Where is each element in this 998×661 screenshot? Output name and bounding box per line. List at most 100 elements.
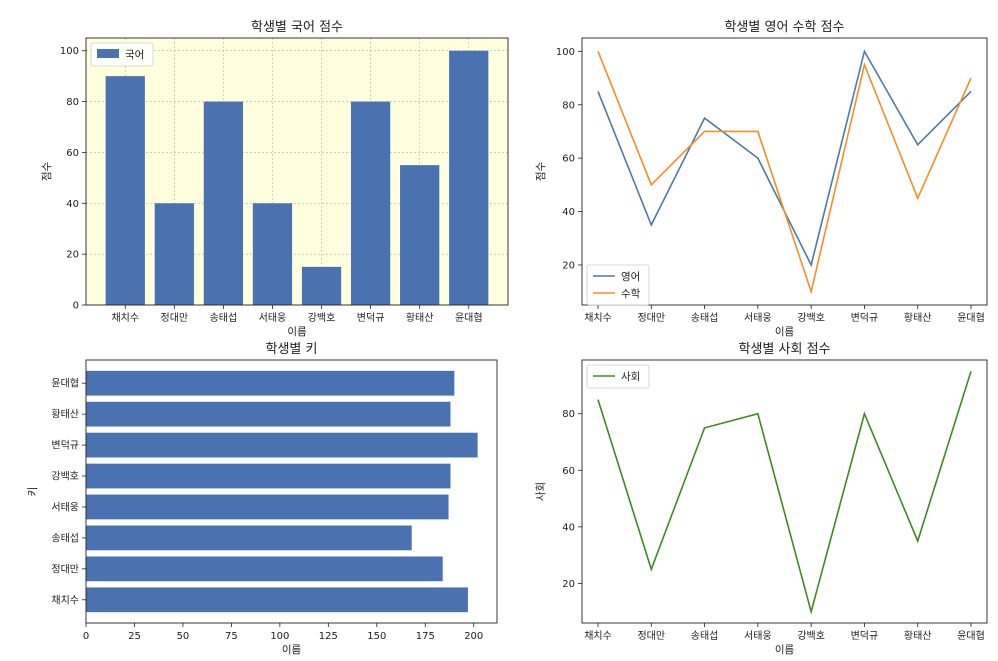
x-tick-label: 송태섭 bbox=[210, 312, 238, 324]
y-tick-label: 20 bbox=[562, 260, 575, 271]
x-tick-label: 변덕규 bbox=[357, 312, 385, 324]
y-tick-label: 60 bbox=[562, 154, 575, 165]
bar bbox=[203, 101, 244, 305]
x-tick-label: 황태산 bbox=[406, 312, 434, 324]
x-tick-label: 75 bbox=[225, 631, 238, 642]
x-tick-label: 정대만 bbox=[161, 312, 189, 324]
y-tick-label: 서태웅 bbox=[51, 501, 79, 513]
x-tick-label: 25 bbox=[128, 631, 141, 642]
y-tick-label: 80 bbox=[562, 409, 575, 420]
x-tick-label: 채치수 bbox=[584, 630, 612, 642]
legend-label: 사회 bbox=[621, 371, 640, 383]
x-tick-label: 채치수 bbox=[584, 312, 612, 324]
x-tick-label: 황태산 bbox=[904, 312, 932, 324]
y-axis-label: 점수 bbox=[41, 162, 53, 182]
x-tick-label: 0 bbox=[83, 631, 89, 642]
chart-english-math-scores: 20 40 60 80 100 채치수 정대만 송태섭 서태웅 강백호 변덕규 황태산 윤대협 학생별 영… bbox=[535, 20, 988, 338]
bar bbox=[350, 101, 391, 305]
x-tick-label: 150 bbox=[367, 631, 386, 642]
y-tick-label: 40 bbox=[562, 522, 575, 533]
x-axis-label: 이름 bbox=[775, 326, 795, 338]
y-tick-label: 변덕규 bbox=[51, 440, 79, 452]
y-tick-label: 40 bbox=[66, 199, 79, 210]
plot-frame bbox=[85, 359, 498, 624]
y-axis-label: 키 bbox=[27, 487, 39, 497]
y-tick-label: 40 bbox=[562, 207, 575, 218]
bar bbox=[400, 165, 440, 305]
y-tick-label: 100 bbox=[556, 47, 575, 58]
x-tick-label: 송태섭 bbox=[691, 312, 719, 324]
x-tick-label: 변덕규 bbox=[851, 312, 879, 324]
legend-label: 수학 bbox=[621, 288, 641, 300]
x-axis-label: 이름 bbox=[282, 644, 302, 656]
x-tick-label: 채치수 bbox=[111, 312, 139, 324]
chart-social-scores: 20 40 60 80 채치수 정대만 송태섭 서태웅 강백호 변덕규 황태산 윤대협 학생별 사회 점… bbox=[535, 342, 988, 656]
series-line bbox=[597, 51, 972, 295]
plot-frame bbox=[85, 37, 509, 306]
x-tick-label: 윤대협 bbox=[455, 311, 483, 324]
legend-frame bbox=[586, 264, 650, 306]
legend-swatch bbox=[97, 49, 119, 58]
bar bbox=[86, 494, 449, 520]
x-tick-label: 강백호 bbox=[308, 312, 336, 324]
y-tick-label: 채치수 bbox=[51, 594, 79, 606]
legend-label: 영어 bbox=[621, 271, 640, 283]
y-tick-label: 80 bbox=[66, 97, 79, 108]
legend-frame bbox=[586, 364, 650, 389]
x-tick-label: 정대만 bbox=[637, 312, 665, 324]
bar bbox=[86, 556, 443, 582]
x-tick-label: 50 bbox=[177, 631, 190, 642]
y-tick-label: 20 bbox=[66, 250, 79, 261]
y-tick-label: 송태섭 bbox=[51, 532, 79, 544]
x-tick-label: 강백호 bbox=[797, 312, 825, 324]
bar bbox=[86, 463, 451, 489]
y-axis-label: 점수 bbox=[535, 162, 547, 182]
bar bbox=[86, 370, 455, 396]
x-tick-label: 황태산 bbox=[904, 630, 932, 642]
x-tick-label: 200 bbox=[464, 631, 483, 642]
bar bbox=[105, 76, 145, 306]
y-tick-label: 60 bbox=[562, 466, 575, 477]
x-tick-label: 서태웅 bbox=[744, 630, 772, 642]
x-tick-label: 100 bbox=[270, 631, 289, 642]
chart-title: 학생별 국어 점수 bbox=[251, 20, 343, 35]
y-tick-label: 윤대협 bbox=[51, 377, 79, 390]
bar bbox=[301, 266, 342, 305]
bar bbox=[154, 203, 194, 305]
bar bbox=[86, 401, 451, 427]
bar bbox=[449, 50, 489, 305]
x-tick-label: 강백호 bbox=[797, 630, 825, 642]
chart-title: 학생별 키 bbox=[266, 342, 318, 357]
legend-label: 국어 bbox=[125, 49, 144, 61]
chart-korean-scores: 0 20 40 60 80 100 채치수 정대만 송태섭 서태웅 강백호 변덕규 황태산 윤대협 학생별 … bbox=[41, 20, 509, 338]
x-tick-label: 175 bbox=[416, 631, 435, 642]
x-tick-label: 변덕규 bbox=[851, 630, 879, 642]
plot-frame bbox=[581, 37, 988, 306]
y-tick-label: 20 bbox=[562, 579, 575, 590]
x-axis-label: 이름 bbox=[775, 644, 795, 656]
plot-frame bbox=[581, 359, 988, 624]
x-tick-label: 125 bbox=[319, 631, 338, 642]
x-tick-label: 윤대협 bbox=[957, 629, 985, 642]
y-tick-label: 정대만 bbox=[51, 563, 79, 575]
plot-background bbox=[86, 38, 508, 305]
y-tick-label: 0 bbox=[73, 301, 79, 312]
bar bbox=[86, 432, 478, 458]
x-tick-label: 송태섭 bbox=[691, 630, 719, 642]
x-tick-label: 정대만 bbox=[637, 630, 665, 642]
chart-height: 0 25 50 75 100 125 150 175 200 채치수 정대만 송태섭 서태웅 강백호 변덕규… bbox=[27, 342, 498, 656]
chart-title: 학생별 사회 점수 bbox=[739, 342, 831, 357]
series-line bbox=[597, 49, 972, 268]
y-tick-label: 황태산 bbox=[51, 409, 79, 421]
bar bbox=[86, 587, 468, 613]
y-tick-label: 80 bbox=[562, 100, 575, 111]
bar bbox=[252, 203, 293, 305]
y-axis-label: 사회 bbox=[535, 482, 547, 501]
chart-title: 학생별 영어 수학 점수 bbox=[724, 20, 844, 35]
y-tick-label: 60 bbox=[66, 148, 79, 159]
x-tick-label: 서태웅 bbox=[744, 312, 772, 324]
x-tick-label: 윤대협 bbox=[957, 311, 985, 324]
series-line bbox=[597, 371, 972, 615]
y-tick-label: 100 bbox=[60, 46, 79, 57]
